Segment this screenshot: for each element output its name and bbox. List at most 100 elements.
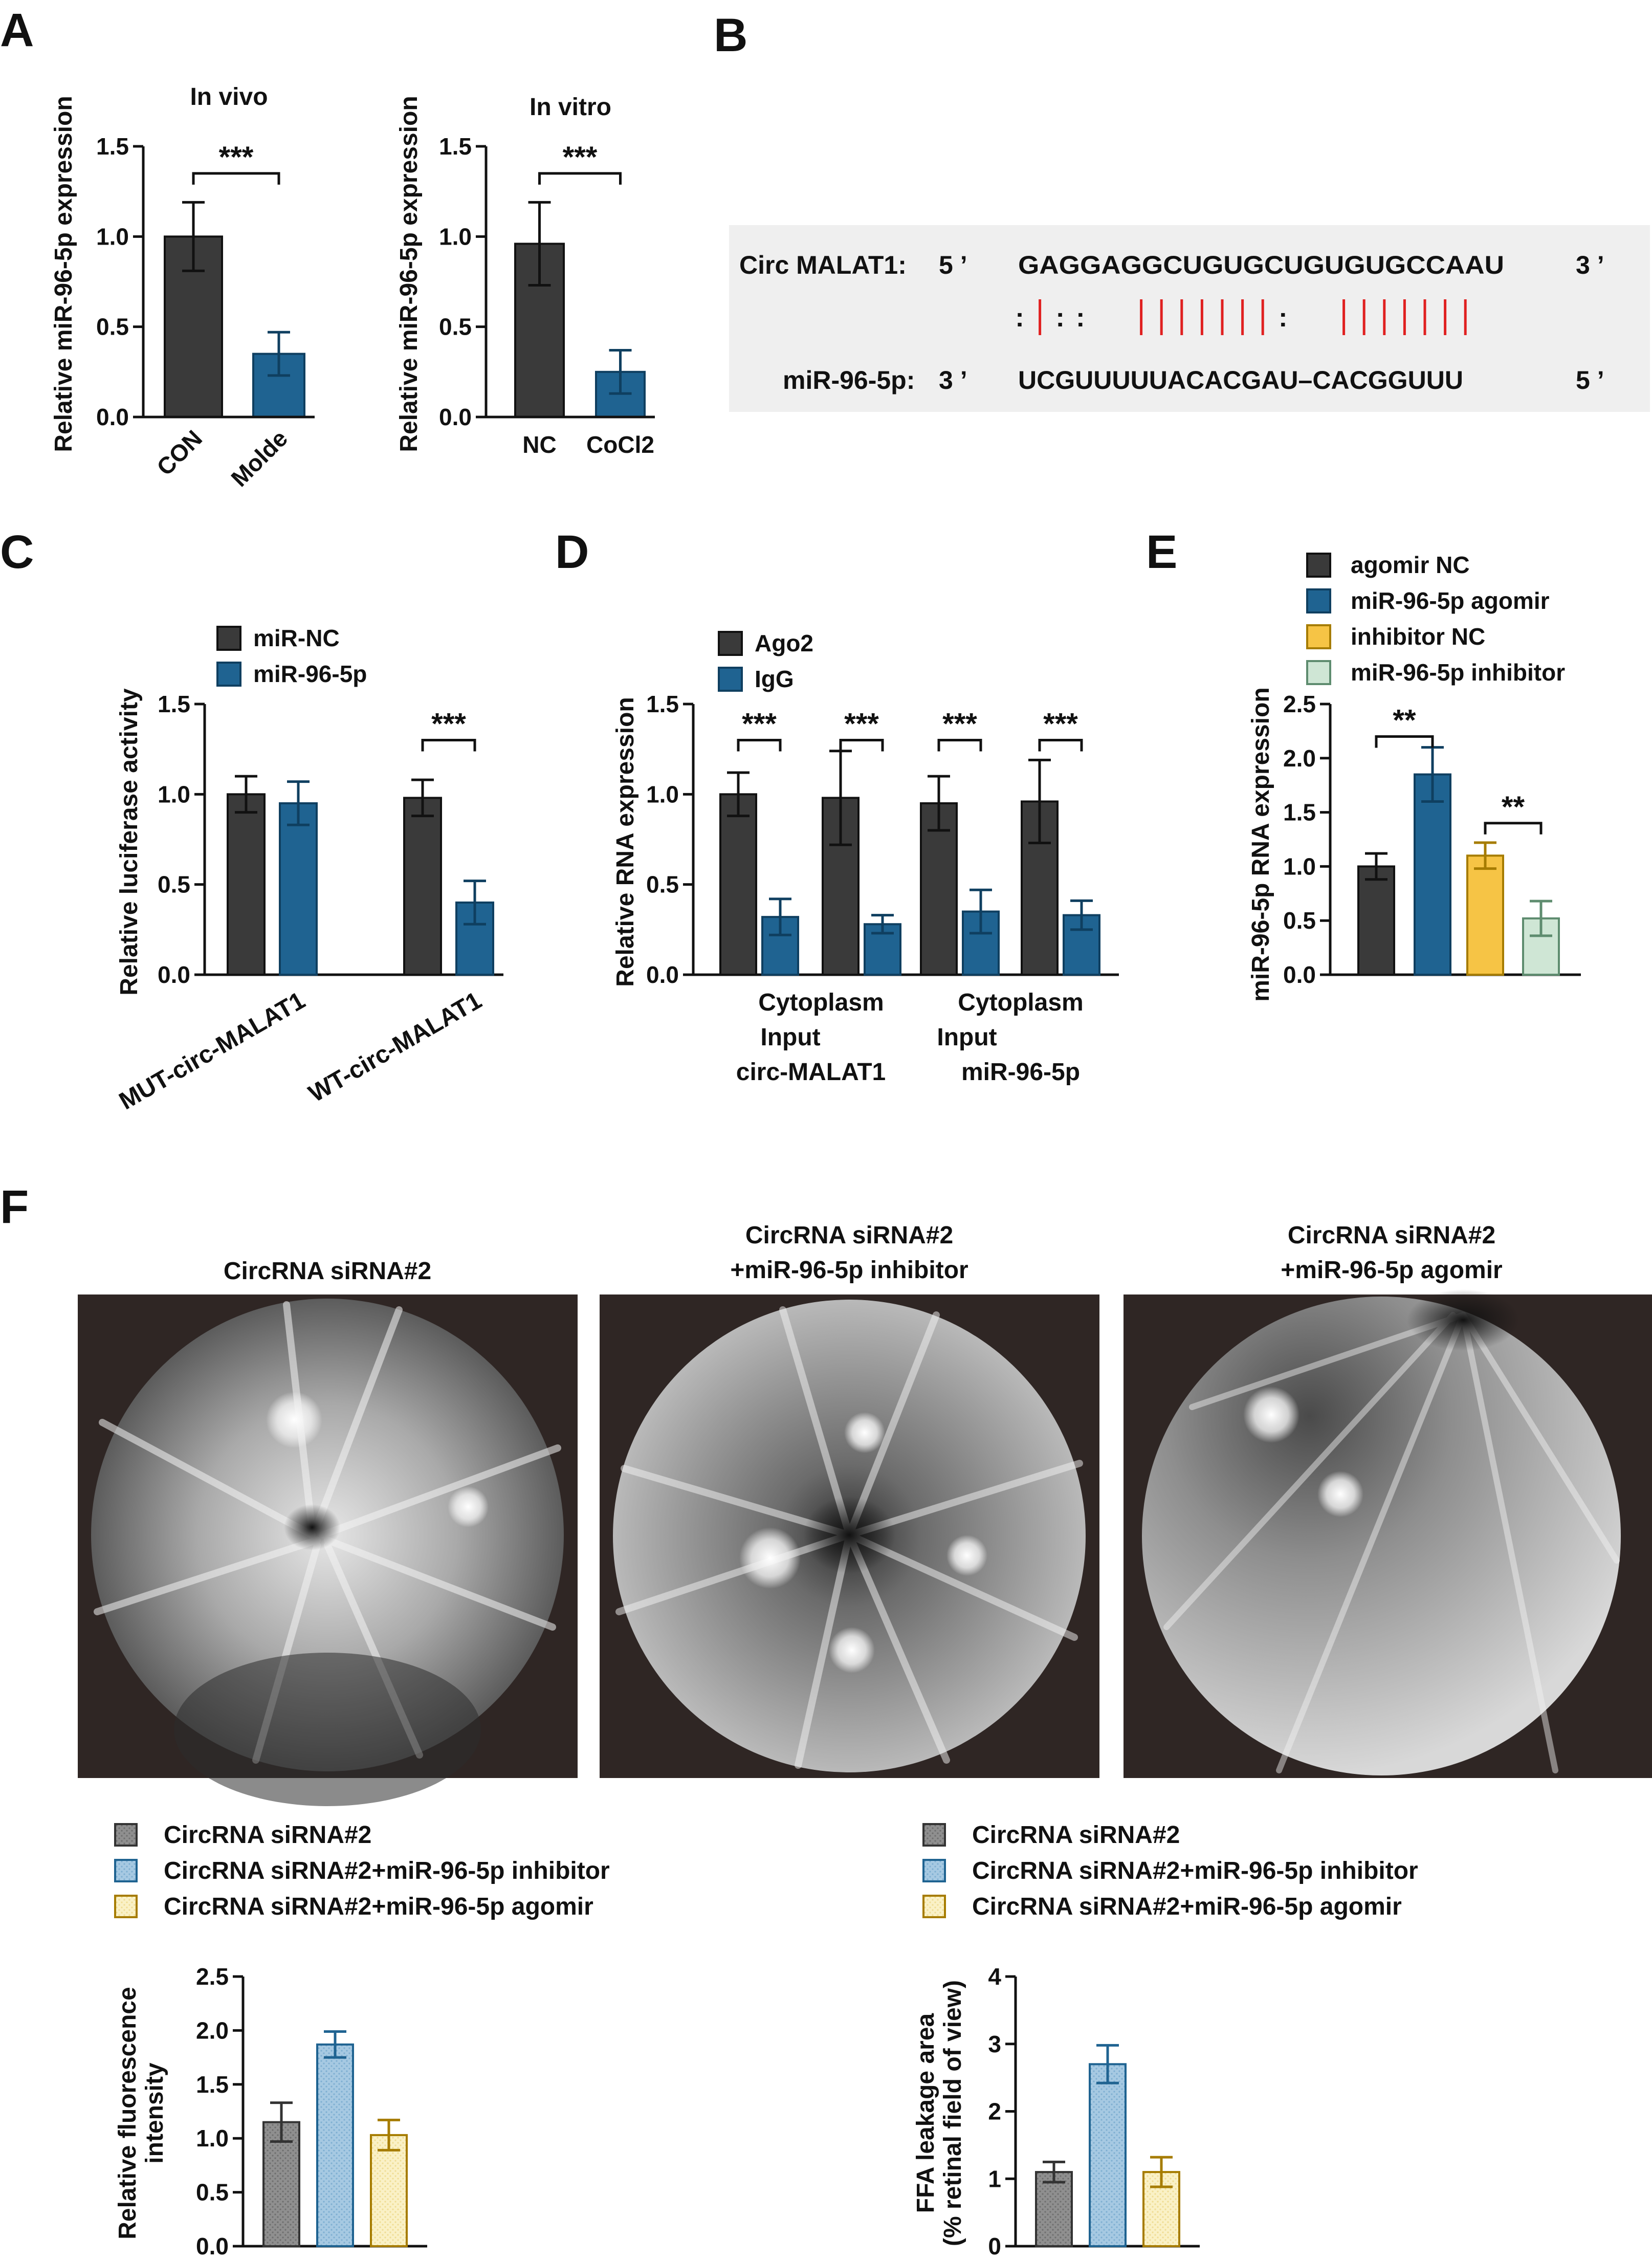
C-bar (227, 793, 266, 976)
sequence-box-background (729, 225, 1650, 412)
F_leakage-legend-label: CircRNA siRNA#2+miR-96-5p agomir (972, 1893, 1402, 1920)
C-significance-label: *** (431, 708, 466, 741)
E-y-tick-label: 1.0 (1283, 853, 1316, 880)
A_in_vivo-significance-label: *** (219, 141, 254, 174)
F_fluorescence-legend-label: CircRNA siRNA#2 (164, 1822, 371, 1849)
D-y-tick-label: 0.5 (646, 871, 679, 898)
chart-a-in-vivo: 0.0 0.5 1.0 1.5 CON Molde *** In vivo Relative m… (50, 83, 315, 492)
F_fluorescence-y-tick-label: 1.0 (196, 2125, 229, 2152)
legend-f-fluorescence: CircRNA siRNA#2 CircRNA siRNA#2+miR-96-5p… (114, 1822, 610, 1920)
C-significance-bracket (421, 739, 476, 752)
mir-96-5p-sequence: UCGUUUUUACACGAU–CACGGUUU (1018, 366, 1463, 394)
F_fluorescence-bar (370, 2134, 408, 2247)
D-y-tick-label: 0.0 (646, 961, 679, 988)
A_in_vitro-category-label: NC (522, 431, 556, 458)
D-significance-bracket (937, 739, 982, 752)
fundus-image-title: CircRNA siRNA#2 (1288, 1222, 1495, 1249)
F_leakage-legend-label: CircRNA siRNA#2 (972, 1822, 1180, 1849)
E-bar (1414, 773, 1451, 976)
A_in_vivo-category-label: Molde (226, 425, 293, 492)
A_in_vivo-y-tick-label: 0.0 (96, 404, 129, 430)
C-y-tick-label: 1.0 (158, 781, 190, 807)
E-significance-label: ** (1502, 791, 1525, 824)
E-y-tick-label: 2.5 (1283, 691, 1316, 717)
chart-f-fluorescence: 0.0 0.5 1.0 1.5 2.0 2.5 Relative fluorescencei… (114, 1963, 427, 2259)
E-bar (1357, 865, 1395, 976)
wobble-pair: : (1056, 303, 1065, 333)
panel-label-e: E (1146, 526, 1177, 578)
D-significance-label: *** (844, 708, 879, 741)
D-category-label: Input (937, 1024, 997, 1051)
A_in_vitro-significance-bracket (538, 172, 622, 185)
A_in_vivo-y-tick-label: 1.5 (96, 133, 129, 160)
F_fluorescence-y-tick-label: 1.5 (196, 2071, 229, 2098)
D-category-label: Cytoplasm (958, 989, 1083, 1016)
F_leakage-y-tick-label: 4 (988, 1963, 1001, 1990)
A_in_vivo-y-tick-label: 1.0 (96, 223, 129, 250)
E-significance-label: ** (1393, 704, 1416, 737)
E-legend-label: agomir NC (1351, 552, 1470, 578)
D-y-tick-label: 1.5 (646, 691, 679, 717)
D-y-axis-label: Relative RNA expression (612, 697, 639, 986)
chart-a-in-vitro: 0.0 0.5 1.0 1.5 NC CoCl2 *** In vitro Relative m… (395, 94, 655, 458)
C-y-tick-label: 1.5 (158, 691, 190, 717)
A_in_vitro-significance-label: *** (563, 141, 598, 174)
A_in_vitro-y-tick-label: 0.0 (439, 404, 472, 430)
F_leakage-bar (1142, 2171, 1180, 2248)
D-category-label: miR-96-5p (961, 1059, 1080, 1086)
F_leakage-y-tick-label: 3 (988, 2031, 1001, 2057)
E-bar (1466, 854, 1504, 976)
D-legend-label: IgG (755, 666, 794, 692)
C-y-tick-label: 0.5 (158, 871, 190, 898)
wobble-pair: : (1076, 303, 1085, 333)
C-y-tick-label: 0.0 (158, 961, 190, 988)
A_in_vitro-category-label: CoCl2 (586, 431, 654, 458)
E-y-tick-label: 2.0 (1283, 745, 1316, 772)
panel-f-fundus-images: CircRNA siRNA#2 CircRNA siRNA#2 +miR-96-5p… (78, 1222, 1652, 1806)
circ-malat1-sequence: GAGGAGGCUGUGCUGUGUGCCAAU (1018, 251, 1504, 279)
E-y-tick-label: 0.5 (1283, 907, 1316, 934)
D-y-tick-label: 1.0 (646, 781, 679, 807)
D-significance-bracket (737, 739, 782, 752)
F_fluorescence-legend-label: CircRNA siRNA#2+miR-96-5p agomir (164, 1893, 593, 1920)
A_in_vitro-y-tick-label: 1.0 (439, 223, 472, 250)
C-category-label: WT-circ-MALAT1 (304, 987, 487, 1108)
wobble-pair: : (1015, 303, 1024, 333)
E-legend-label: inhibitor NC (1351, 623, 1485, 650)
chart-e-expression: 0.0 0.5 1.0 1.5 2.0 2.5 ** ** agomir NC miR-96-5p… (1247, 552, 1581, 1002)
A_in_vivo-title: In vivo (190, 83, 268, 111)
C-legend-swatch (216, 662, 241, 687)
A_in_vitro-title: In vitro (530, 94, 611, 121)
E-y-tick-label: 1.5 (1283, 799, 1316, 826)
panel-label-c: C (0, 526, 34, 578)
A_in_vitro-y-tick-label: 1.5 (439, 133, 472, 160)
E-y-axis-label: miR-96-5p RNA expression (1247, 687, 1274, 1001)
D-legend-swatch (718, 667, 743, 692)
panel-label-a: A (0, 4, 34, 56)
F_leakage-y-tick-label: 2 (988, 2098, 1001, 2125)
base-pairing-marks: :::: (1015, 299, 1467, 335)
A_in_vitro-y-tick-label: 0.5 (439, 314, 472, 340)
D-bar (719, 793, 757, 976)
D-category-label: circ-MALAT1 (736, 1059, 886, 1086)
D-significance-bracket (1038, 739, 1083, 752)
fundus-image-title: +miR-96-5p agomir (1281, 1257, 1502, 1284)
F_leakage-y-axis-label: FFA leakage area(% retinal field of view… (912, 1980, 966, 2246)
F_leakage-legend-label: CircRNA siRNA#2+miR-96-5p inhibitor (972, 1857, 1418, 1884)
D-significance-label: *** (1043, 708, 1078, 741)
fundus-image-titles: CircRNA siRNA#2 CircRNA siRNA#2 +miR-96-5p… (224, 1222, 1503, 1285)
circ-malat1-label: Circ MALAT1: (739, 251, 907, 279)
F_fluorescence-y-tick-label: 2.5 (196, 1963, 229, 1990)
A_in_vitro-y-axis-label: Relative miR-96-5p expression (395, 96, 423, 452)
E-significance-bracket (1484, 822, 1543, 835)
circ-5-prime: 5 ’ (939, 251, 967, 279)
chart-c-luciferase: 0.0 0.5 1.0 1.5 *** miR-NC miR-96-5p Relative l… (115, 625, 503, 1115)
C-category-label: MUT-circ-MALAT1 (115, 987, 310, 1115)
F_leakage-y-tick-label: 0 (988, 2233, 1001, 2259)
E-legend-label: miR-96-5p inhibitor (1351, 659, 1565, 686)
D-category-label: Input (760, 1024, 820, 1051)
E-legend-label: miR-96-5p agomir (1351, 587, 1550, 614)
E-y-tick-label: 0.0 (1283, 961, 1316, 988)
C-legend-label: miR-NC (253, 625, 340, 651)
F_fluorescence-y-tick-label: 0.5 (196, 2179, 229, 2206)
